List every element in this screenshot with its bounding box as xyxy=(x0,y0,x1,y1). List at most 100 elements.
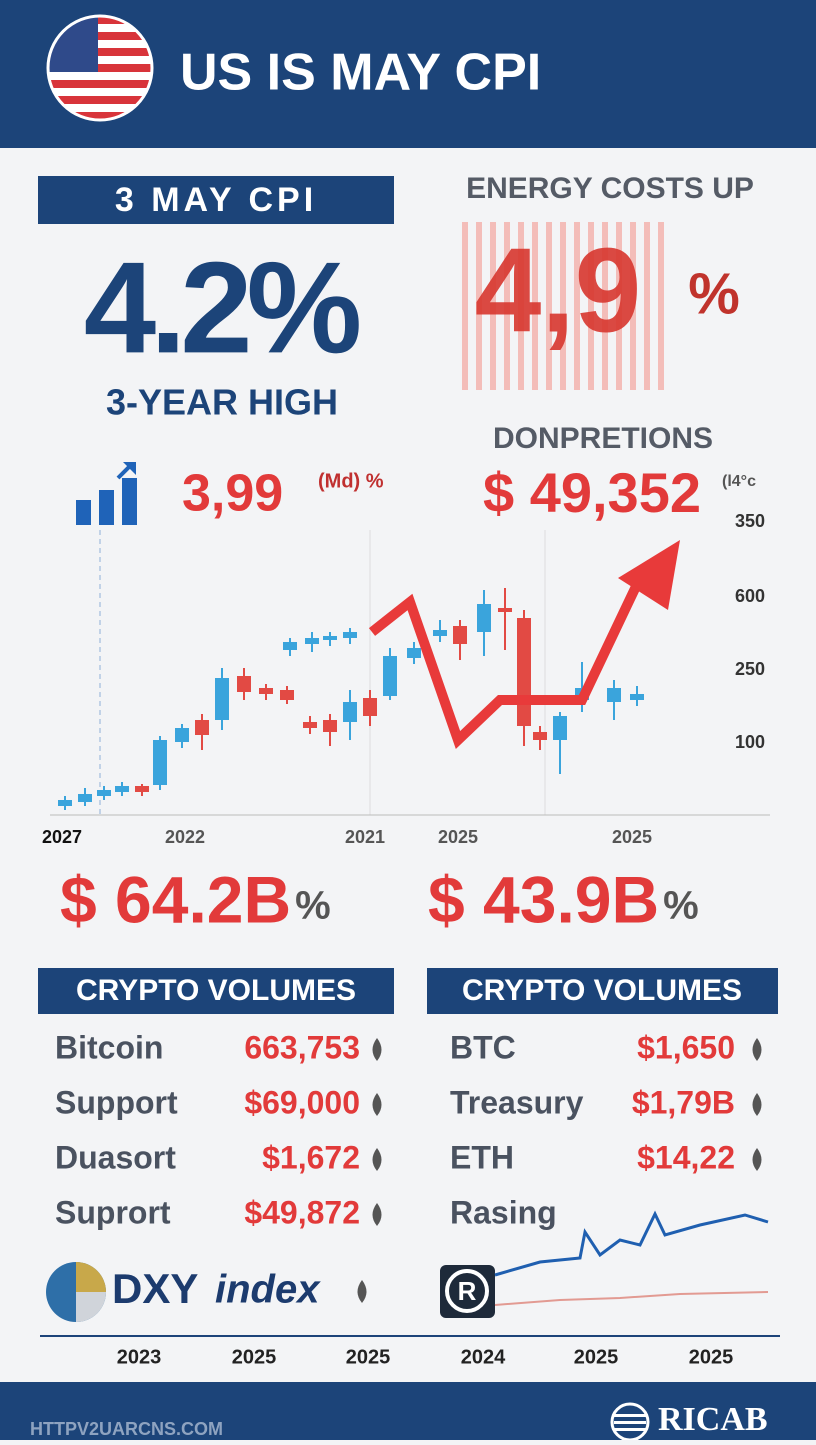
candle-body xyxy=(115,786,129,792)
x-label: 2021 xyxy=(345,827,385,847)
flag-stripe xyxy=(48,16,152,24)
row-name: BTC xyxy=(450,1029,516,1065)
table-title: CRYPTO VOLUMES xyxy=(462,974,742,1007)
left-metric: 3,99 xyxy=(182,465,283,523)
candle-body xyxy=(453,626,467,644)
footer-bar xyxy=(0,1382,816,1440)
candle-body xyxy=(237,676,251,692)
row-name: Duasort xyxy=(55,1139,176,1175)
footer-url: HTTPV2UARCNS.COM xyxy=(30,1419,223,1439)
candle-body xyxy=(259,688,273,694)
axis-label: 2025 xyxy=(232,1346,277,1368)
axis-label: 2024 xyxy=(461,1346,506,1368)
candle-body xyxy=(607,688,621,702)
total-unit: % xyxy=(295,884,331,928)
x-label: 2025 xyxy=(612,827,652,847)
flag-stripe xyxy=(48,96,152,104)
row-name: Support xyxy=(55,1084,178,1120)
candle-body xyxy=(280,690,294,700)
drop-icon xyxy=(372,1203,382,1226)
candle-body xyxy=(363,698,377,716)
axis-label: 2025 xyxy=(346,1346,391,1368)
arrow-head xyxy=(618,540,680,610)
row-name: Treasury xyxy=(450,1084,584,1120)
candle-body xyxy=(323,636,337,640)
drop-icon xyxy=(357,1280,367,1303)
metric-value: $ 49,352 xyxy=(483,461,701,524)
flag-stripe xyxy=(48,64,152,72)
candle-body xyxy=(383,656,397,696)
metric-note: (l4°c xyxy=(722,473,756,490)
drop-icon xyxy=(372,1038,382,1061)
candle-body xyxy=(175,728,189,742)
candle-body xyxy=(153,740,167,785)
axis-label: 2023 xyxy=(117,1346,162,1368)
candle-body xyxy=(477,604,491,632)
candle-body xyxy=(78,794,92,802)
x-label: 2027 xyxy=(42,827,82,847)
dxy-logo xyxy=(46,1262,106,1322)
r-logo-ring xyxy=(445,1269,489,1313)
table-header xyxy=(427,968,778,1014)
axis-label: 2025 xyxy=(574,1346,619,1368)
table-title: CRYPTO VOLUMES xyxy=(76,974,356,1007)
y-label: 600 xyxy=(735,586,765,606)
left-metric-unit: (Md) % xyxy=(318,470,384,492)
candle-body xyxy=(305,638,319,644)
row-name: Rasing xyxy=(450,1194,557,1230)
y-label: 250 xyxy=(735,659,765,679)
flag xyxy=(48,16,152,120)
flag-stripe xyxy=(48,80,152,88)
candle-body xyxy=(215,678,229,720)
cpi-value: 4.2% xyxy=(84,234,360,380)
r-logo-letter: R xyxy=(458,1276,477,1306)
candle-body xyxy=(533,732,547,740)
subheading: DONPRETIONS xyxy=(493,422,713,455)
candle-body xyxy=(195,720,209,735)
table-header xyxy=(38,968,394,1014)
row-name: Suprort xyxy=(55,1194,171,1230)
energy-percent: % xyxy=(688,261,740,326)
drop-icon xyxy=(752,1093,762,1116)
y-label: 100 xyxy=(735,732,765,752)
candle-body xyxy=(498,608,512,612)
candle-body xyxy=(283,642,297,650)
y-label: 350 xyxy=(735,511,765,531)
candle-body xyxy=(343,702,357,722)
flag-stripe xyxy=(48,112,152,120)
row-value: $49,872 xyxy=(244,1194,360,1230)
candle-body xyxy=(553,716,567,740)
row-value: 663,753 xyxy=(244,1029,360,1065)
row-value: $1,79B xyxy=(632,1084,735,1120)
bar-icon xyxy=(76,462,137,525)
candle-body xyxy=(517,618,531,726)
candle-body xyxy=(323,720,337,732)
logo-text: DXY xyxy=(112,1265,198,1312)
flag-ring xyxy=(46,14,154,122)
x-label: 2025 xyxy=(438,827,478,847)
cpi-subtitle: 3-YEAR HIGH xyxy=(106,382,338,423)
logo-suffix: index xyxy=(215,1268,321,1312)
trend-arrow xyxy=(368,575,645,749)
mini-line xyxy=(494,1210,769,1277)
drop-icon xyxy=(752,1038,762,1061)
candle-body xyxy=(433,630,447,636)
candle-body xyxy=(97,790,111,796)
row-name: ETH xyxy=(450,1139,514,1175)
row-name: Bitcoin xyxy=(55,1029,163,1065)
candle-body xyxy=(303,722,317,728)
stripes-deco xyxy=(455,222,665,390)
title: US IS MAY CPI xyxy=(180,44,541,102)
mini-line-2 xyxy=(494,1291,769,1306)
axis-label: 2025 xyxy=(689,1346,734,1368)
row-value: $1,650 xyxy=(637,1029,735,1065)
drop-icon xyxy=(372,1148,382,1171)
total-value: $ 64.2B xyxy=(60,862,291,936)
row-value: $14,22 xyxy=(637,1139,735,1175)
candle-body xyxy=(630,694,644,700)
total-unit: % xyxy=(663,884,699,928)
candle-chart xyxy=(50,530,770,816)
badge-text: 3 MAY CPI xyxy=(115,181,317,219)
